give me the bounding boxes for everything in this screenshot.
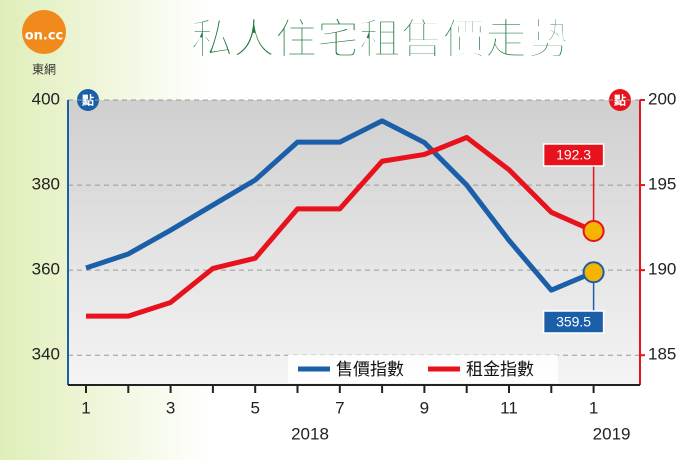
x-tick-label: 5 <box>250 398 259 417</box>
y-tick-label: 360 <box>32 260 60 279</box>
legend-label: 租金指數 <box>466 360 534 380</box>
x-tick-label: 1 <box>589 398 598 417</box>
year-label: 2018 <box>291 424 329 443</box>
x-tick-label: 3 <box>166 398 175 417</box>
end-marker <box>582 261 605 284</box>
series-line <box>85 118 595 293</box>
end-marker <box>582 220 605 243</box>
logo-badge <box>22 10 66 54</box>
value-label: 359.5 <box>556 314 591 330</box>
year-label: 2019 <box>593 424 631 443</box>
logo-text: on.cc <box>25 29 64 44</box>
logo-caption: 東網 <box>32 63 56 77</box>
y2-tick-label: 185 <box>648 345 676 364</box>
legend <box>288 355 558 383</box>
x-tick-label: 9 <box>420 398 429 417</box>
y-tick-label: 380 <box>32 175 60 194</box>
value-label-box <box>542 310 605 334</box>
value-label-box <box>542 143 605 167</box>
x-tick-label: 1 <box>81 398 90 417</box>
legend-label: 售價指數 <box>336 360 404 380</box>
y-tick-label: 400 <box>32 89 60 108</box>
y2-tick-label: 195 <box>648 175 676 194</box>
series-line <box>86 134 595 319</box>
y2-tick-label: 200 <box>648 89 676 108</box>
plot-area <box>68 100 640 385</box>
value-label: 192.3 <box>556 147 591 163</box>
x-tick-label: 11 <box>500 398 518 417</box>
chart-title: 私人住宅租售價走勢 <box>191 15 569 64</box>
y2-tick-label: 190 <box>648 260 676 279</box>
y-tick-label: 340 <box>32 345 60 364</box>
x-tick-label: 7 <box>335 398 344 417</box>
